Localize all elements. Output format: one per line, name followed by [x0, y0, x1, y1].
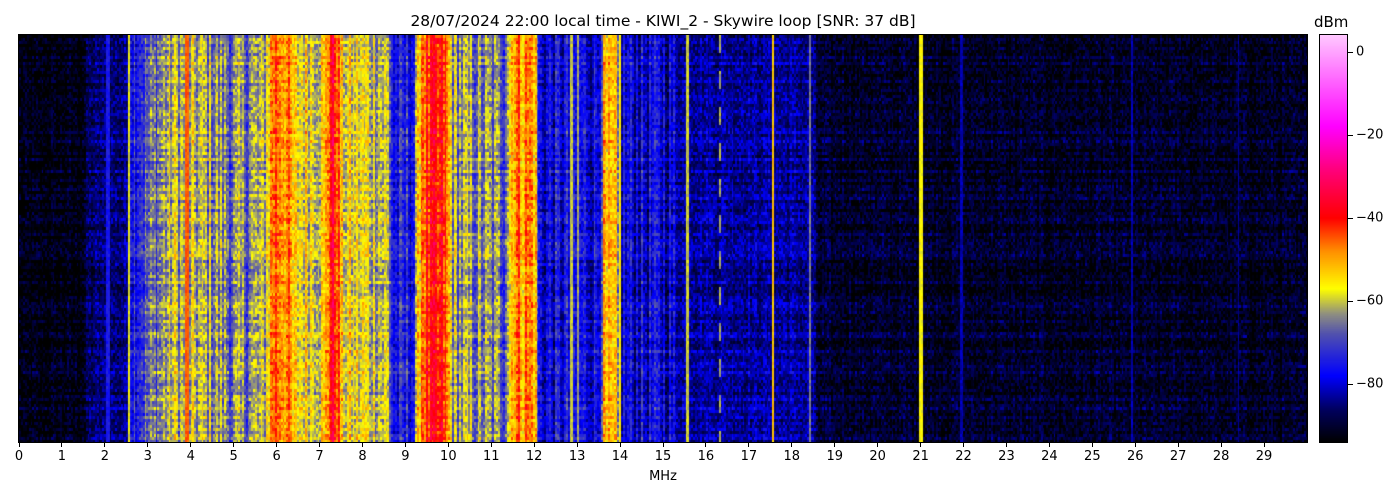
x-tick-label: 2 [100, 449, 109, 464]
x-tick-label: 3 [143, 449, 152, 464]
x-tick [1005, 442, 1007, 447]
x-tick-label: 16 [697, 449, 715, 464]
chart-title: 28/07/2024 22:00 local time - KIWI_2 - S… [410, 12, 916, 30]
colorbar-tick-label: −80 [1356, 376, 1384, 392]
colorbar-label: dBm [1314, 13, 1349, 31]
colorbar-tick [1348, 51, 1353, 53]
x-tick [834, 442, 836, 447]
colorbar-tick-label: −20 [1356, 127, 1384, 143]
x-tick-label: 14 [611, 449, 629, 464]
x-tick-label: 22 [955, 449, 972, 464]
x-tick [705, 442, 707, 447]
x-tick [1091, 442, 1093, 447]
x-tick-label: 28 [1212, 449, 1230, 464]
x-tick-label: 8 [358, 449, 367, 464]
colorbar-tick-label: −40 [1356, 210, 1384, 226]
x-tick [533, 442, 535, 447]
x-tick [190, 442, 192, 447]
colorbar-tick [1348, 300, 1353, 302]
spectrogram-heatmap [19, 35, 1307, 442]
x-tick [361, 442, 363, 447]
x-tick-label: 7 [315, 449, 324, 464]
x-tick-label: 26 [1126, 449, 1144, 464]
x-tick [61, 442, 63, 447]
x-tick [18, 442, 20, 447]
x-tick [662, 442, 664, 447]
x-tick [963, 442, 965, 447]
colorbar-tick [1348, 134, 1353, 136]
x-axis-label: MHz [649, 469, 677, 484]
x-tick-label: 27 [1169, 449, 1187, 464]
x-tick [233, 442, 235, 447]
x-tick [576, 442, 578, 447]
x-tick [104, 442, 106, 447]
x-tick-label: 29 [1255, 449, 1273, 464]
colorbar-tick-label: −60 [1356, 293, 1384, 309]
x-tick-label: 18 [783, 449, 801, 464]
x-tick-label: 15 [654, 449, 672, 464]
x-tick [1220, 442, 1222, 447]
x-tick-label: 19 [826, 449, 843, 464]
colorbar-tick-label: 0 [1356, 44, 1365, 60]
x-tick [147, 442, 149, 447]
x-tick-label: 11 [482, 449, 500, 464]
x-tick [748, 442, 750, 447]
x-tick [276, 442, 278, 447]
x-tick [920, 442, 922, 447]
x-tick [404, 442, 406, 447]
x-tick-label: 17 [740, 449, 758, 464]
x-tick [1177, 442, 1179, 447]
x-tick-label: 20 [869, 449, 886, 464]
x-tick-label: 6 [272, 449, 281, 464]
x-tick-label: 5 [229, 449, 238, 464]
x-tick-label: 1 [57, 449, 67, 464]
x-tick-label: 12 [525, 449, 543, 464]
x-tick-label: 25 [1084, 449, 1101, 464]
x-tick [490, 442, 492, 447]
x-tick-label: 21 [912, 449, 929, 464]
x-tick [319, 442, 321, 447]
x-tick [877, 442, 879, 447]
x-tick [447, 442, 449, 447]
colorbar-tick [1348, 383, 1353, 385]
x-tick-label: 13 [568, 449, 586, 464]
x-tick [1048, 442, 1050, 447]
x-tick-label: 24 [1041, 449, 1058, 464]
x-tick-label: 4 [186, 449, 195, 464]
x-tick [1134, 442, 1136, 447]
x-tick [1263, 442, 1265, 447]
x-tick-label: 10 [440, 449, 457, 464]
colorbar [1320, 35, 1347, 442]
x-tick-label: 0 [14, 449, 24, 464]
x-tick [791, 442, 793, 447]
x-tick-label: 23 [998, 449, 1015, 464]
colorbar-tick [1348, 217, 1353, 219]
x-tick-label: 9 [401, 449, 410, 464]
x-tick [619, 442, 621, 447]
